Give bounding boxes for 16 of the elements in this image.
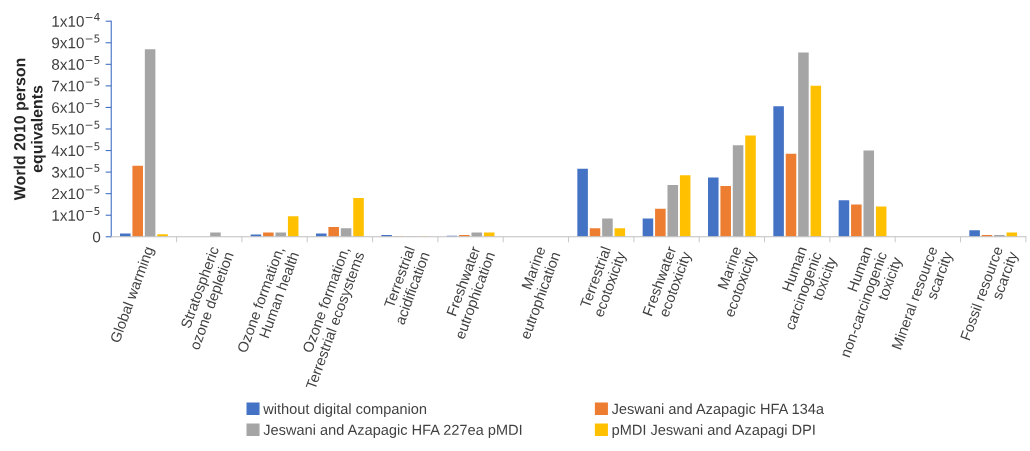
y-tick-label: 6x10$^{−5}$ xyxy=(52,99,100,114)
y-tick-label: 5x10$^{−5}$ xyxy=(51,120,100,135)
legend-label: Jeswani and Azapagic HFA 134a xyxy=(611,403,825,417)
legend-label: pMDI Jeswani and Azapagi DPI xyxy=(612,424,815,438)
y-tick-label: 1x10$^{−5}$ xyxy=(52,207,100,221)
y-tick-label: 4x10$^{−5}$ xyxy=(51,142,100,157)
y-tick-label: 2x10$^{−5}$ xyxy=(52,185,100,200)
y-tick-label: 3x10$^{−5}$ xyxy=(51,163,100,178)
y-axis-title: World 2010 person equivalents xyxy=(13,58,46,201)
y-tick-label: 9x10$^{−5}$ xyxy=(52,34,100,49)
legend-label: Jeswani and Azapagic HFA 227ea pMDI xyxy=(263,424,522,438)
legend-label: without digital companion xyxy=(263,403,427,417)
y-tick-label: 1x10$^{−4}$ xyxy=(52,12,100,27)
y-tick-label: 7x10$^{−5}$ xyxy=(52,77,100,92)
y-tick-label: 8x10$^{−5}$ xyxy=(51,56,100,70)
y-tick-label: 0 xyxy=(92,231,101,243)
